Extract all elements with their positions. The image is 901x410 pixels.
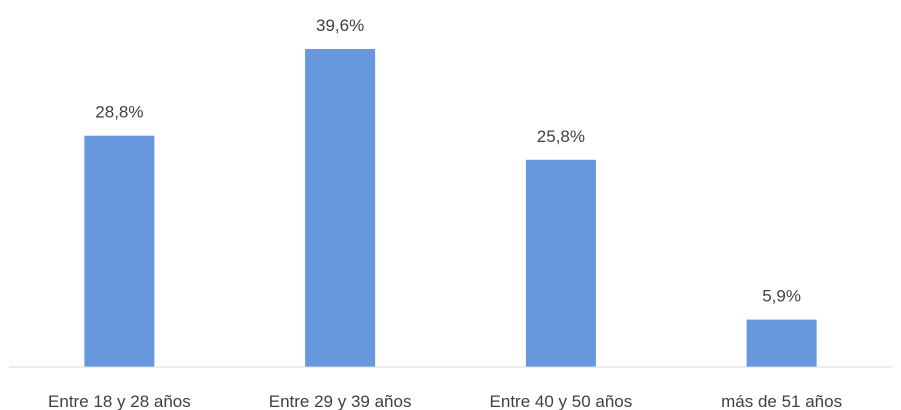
value-label-1: 28,8% <box>95 103 143 122</box>
value-labels-layer: 28,8% 39,6% 25,8% 5,9% <box>95 16 801 306</box>
category-label-2: Entre 29 y 39 años <box>269 392 412 410</box>
value-label-4: 5,9% <box>762 287 801 306</box>
bars-layer <box>84 49 817 367</box>
category-label-1: Entre 18 y 28 años <box>48 392 191 410</box>
bar-1 <box>84 135 155 367</box>
bar-3 <box>525 159 596 367</box>
value-label-3: 25,8% <box>537 127 585 146</box>
category-label-3: Entre 40 y 50 años <box>490 392 633 410</box>
bar-4 <box>746 319 817 367</box>
bar-2 <box>305 49 376 367</box>
category-labels-layer: Entre 18 y 28 años Entre 29 y 39 años Entr… <box>48 392 842 410</box>
value-label-2: 39,6% <box>316 16 364 35</box>
category-label-4: más de 51 años <box>721 392 842 410</box>
